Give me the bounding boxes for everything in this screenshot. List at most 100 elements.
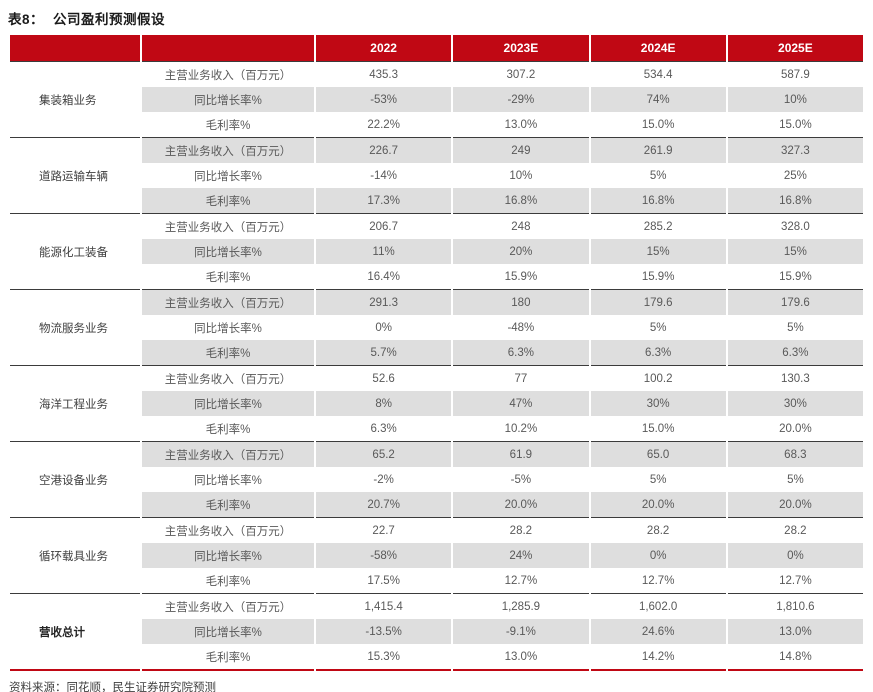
value-cell: 6.3% xyxy=(453,340,589,365)
value-cell: 24.6% xyxy=(590,619,726,644)
value-cell: 15.0% xyxy=(590,416,726,441)
value-cell: 8% xyxy=(316,391,452,416)
value-cell: 6.3% xyxy=(316,416,452,441)
table-row: 道路运输车辆 主营业务收入（百万元） 226.7 249 261.9 327.3 xyxy=(10,137,863,213)
value-cell: 179.6 xyxy=(727,289,863,315)
value-cell: 20% xyxy=(453,239,589,264)
table-body: 集装箱业务 主营业务收入（百万元） 435.3 307.2 534.4 587.9 同比增长… xyxy=(10,61,863,671)
metric-label-cell: 同比增长率% xyxy=(142,467,314,492)
value-cell: 327.3 xyxy=(727,137,863,163)
table-row: 同比增长率% -13.5% -9.1% 24.6% 13.0% xyxy=(10,619,863,644)
metric-label-cell: 主营业务收入（百万元） xyxy=(142,365,314,391)
metric-label-cell: 同比增长率% xyxy=(142,239,314,264)
value-cell: 15.0% xyxy=(727,112,863,137)
value-cell: 5.7% xyxy=(316,340,452,365)
value-cell: 1,602.0 xyxy=(590,593,726,619)
value-cell: 30% xyxy=(727,391,863,416)
value-cell: 5% xyxy=(590,315,726,340)
value-cell: 130.3 xyxy=(727,365,863,391)
metric-label-cell: 毛利率% xyxy=(142,112,314,137)
metric-label-cell: 毛利率% xyxy=(142,492,314,517)
value-cell: 20.0% xyxy=(453,492,589,517)
value-cell: 206.7 xyxy=(316,213,452,239)
table-row: 营收总计 主营业务收入（百万元） 1,415.4 1,285.9 1,602.0 1,81… xyxy=(10,593,863,671)
metric-label-cell: 毛利率% xyxy=(142,568,314,593)
value-cell: -2% xyxy=(316,467,452,492)
business-name-cell: 道路运输车辆 xyxy=(10,137,140,213)
table-row: 毛利率% 6.3% 10.2% 15.0% 20.0% xyxy=(10,416,863,441)
table-title-prefix: 表8： xyxy=(8,12,45,27)
value-cell: 6.3% xyxy=(590,340,726,365)
business-name-cell: 海洋工程业务 xyxy=(10,365,140,441)
source-note: 资料来源：同花顺，民生证券研究院预测 xyxy=(9,682,216,692)
value-cell: 13.0% xyxy=(453,644,589,671)
metric-label-cell: 毛利率% xyxy=(142,264,314,289)
value-cell: 65.2 xyxy=(316,441,452,467)
value-cell: 1,810.6 xyxy=(727,593,863,619)
value-cell: 13.0% xyxy=(727,619,863,644)
value-cell: 10% xyxy=(727,87,863,112)
value-cell: 77 xyxy=(453,365,589,391)
value-cell: 20.0% xyxy=(727,492,863,517)
value-cell: 20.0% xyxy=(727,416,863,441)
value-cell: 61.9 xyxy=(453,441,589,467)
value-cell: 16.8% xyxy=(453,188,589,213)
profit-forecast-table: 2022 2023E 2024E 2025E 集装箱业务 主营业务收入（百万元） 435.… xyxy=(8,35,865,671)
metric-label-cell: 毛利率% xyxy=(142,340,314,365)
table-row: 循环载具业务 主营业务收入（百万元） 22.7 28.2 28.2 28.2 xyxy=(10,517,863,593)
header-cell-year: 2025E xyxy=(727,35,863,61)
header-cell-year: 2022 xyxy=(316,35,452,61)
value-cell: 12.7% xyxy=(453,568,589,593)
value-cell: 435.3 xyxy=(316,61,452,87)
business-name-cell: 能源化工装备 xyxy=(10,213,140,289)
value-cell: 0% xyxy=(727,543,863,568)
metric-label-cell: 主营业务收入（百万元） xyxy=(142,61,314,87)
value-cell: 0% xyxy=(590,543,726,568)
value-cell: 100.2 xyxy=(590,365,726,391)
table-title: 表8： 公司盈利预测假设 xyxy=(8,8,865,28)
metric-label-cell: 主营业务收入（百万元） xyxy=(142,517,314,543)
business-name-cell: 营收总计 xyxy=(10,593,140,671)
value-cell: -13.5% xyxy=(316,619,452,644)
value-cell: 285.2 xyxy=(590,213,726,239)
metric-label-cell: 主营业务收入（百万元） xyxy=(142,441,314,467)
value-cell: 15.9% xyxy=(453,264,589,289)
value-cell: 261.9 xyxy=(590,137,726,163)
value-cell: 68.3 xyxy=(727,441,863,467)
value-cell: 17.5% xyxy=(316,568,452,593)
value-cell: 248 xyxy=(453,213,589,239)
value-cell: 13.0% xyxy=(453,112,589,137)
value-cell: 20.7% xyxy=(316,492,452,517)
table-row: 同比增长率% -14% 10% 5% 25% xyxy=(10,163,863,188)
table-row: 毛利率% 5.7% 6.3% 6.3% 6.3% xyxy=(10,340,863,365)
metric-label-cell: 同比增长率% xyxy=(142,315,314,340)
metric-label-cell: 同比增长率% xyxy=(142,391,314,416)
value-cell: -48% xyxy=(453,315,589,340)
value-cell: 5% xyxy=(727,315,863,340)
value-cell: 25% xyxy=(727,163,863,188)
table-row: 同比增长率% 0% -48% 5% 5% xyxy=(10,315,863,340)
table-row: 毛利率% 17.5% 12.7% 12.7% 12.7% xyxy=(10,568,863,593)
header-row: 2022 2023E 2024E 2025E xyxy=(10,35,863,61)
value-cell: 10% xyxy=(453,163,589,188)
value-cell: 15.9% xyxy=(590,264,726,289)
value-cell: 65.0 xyxy=(590,441,726,467)
table-row: 同比增长率% -2% -5% 5% 5% xyxy=(10,467,863,492)
metric-label-cell: 毛利率% xyxy=(142,188,314,213)
value-cell: 5% xyxy=(590,467,726,492)
value-cell: 47% xyxy=(453,391,589,416)
metric-label-cell: 毛利率% xyxy=(142,644,314,671)
value-cell: 11% xyxy=(316,239,452,264)
business-name-cell: 空港设备业务 xyxy=(10,441,140,517)
value-cell: 74% xyxy=(590,87,726,112)
value-cell: 12.7% xyxy=(590,568,726,593)
table-row: 能源化工装备 主营业务收入（百万元） 206.7 248 285.2 328.0 xyxy=(10,213,863,289)
table-row: 同比增长率% 11% 20% 15% 15% xyxy=(10,239,863,264)
value-cell: -58% xyxy=(316,543,452,568)
business-name-cell: 物流服务业务 xyxy=(10,289,140,365)
value-cell: 14.2% xyxy=(590,644,726,671)
table-row: 毛利率% 22.2% 13.0% 15.0% 15.0% xyxy=(10,112,863,137)
header-cell-business xyxy=(10,35,140,61)
value-cell: 12.7% xyxy=(727,568,863,593)
